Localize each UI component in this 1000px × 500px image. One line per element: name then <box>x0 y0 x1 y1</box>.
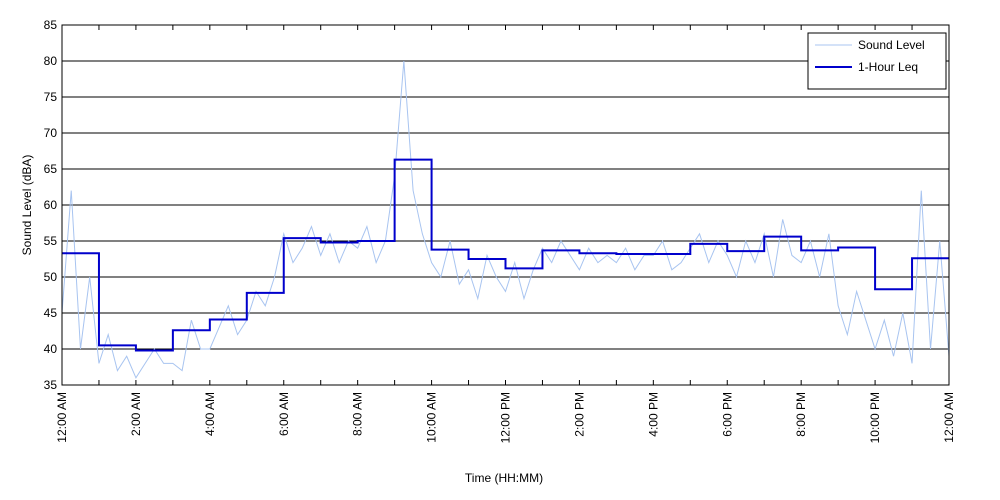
x-tick-label: 6:00 PM <box>720 392 734 437</box>
legend-label: Sound Level <box>858 38 925 52</box>
x-tick-label: 12:00 AM <box>55 392 69 443</box>
x-tick-label: 12:00 PM <box>499 392 513 443</box>
leq-step-line <box>62 158 949 352</box>
x-tick-label: 4:00 PM <box>646 392 660 437</box>
y-axis-title: Sound Level (dBA) <box>20 155 34 256</box>
x-tick-label: 4:00 AM <box>203 392 217 436</box>
y-tick-label: 65 <box>44 162 58 176</box>
y-tick-label: 75 <box>44 90 58 104</box>
y-tick-label: 80 <box>44 54 58 68</box>
plot-frame <box>61 24 950 386</box>
x-tick-label: 8:00 PM <box>794 392 808 437</box>
x-tick-label: 10:00 PM <box>868 392 882 443</box>
y-tick-label: 70 <box>44 126 58 140</box>
y-tick-label: 50 <box>44 270 58 284</box>
x-tick-label: 10:00 AM <box>425 392 439 443</box>
y-tick-label: 35 <box>44 378 58 392</box>
x-tick-label: 6:00 AM <box>277 392 291 436</box>
y-tick-label: 40 <box>44 342 58 356</box>
legend-label: 1-Hour Leq <box>858 60 918 74</box>
y-tick-label: 60 <box>44 198 58 212</box>
x-tick-label: 2:00 AM <box>129 392 143 436</box>
x-axis-title: Time (HH:MM) <box>465 471 543 485</box>
x-tick-label: 8:00 AM <box>351 392 365 436</box>
y-tick-label: 55 <box>44 234 58 248</box>
y-tick-label: 45 <box>44 306 58 320</box>
x-tick-label: 2:00 PM <box>572 392 586 437</box>
legend-box <box>807 32 947 90</box>
x-tick-label: 12:00 AM <box>942 392 956 443</box>
y-tick-label: 85 <box>44 18 58 32</box>
sound-level-line <box>61 60 950 379</box>
